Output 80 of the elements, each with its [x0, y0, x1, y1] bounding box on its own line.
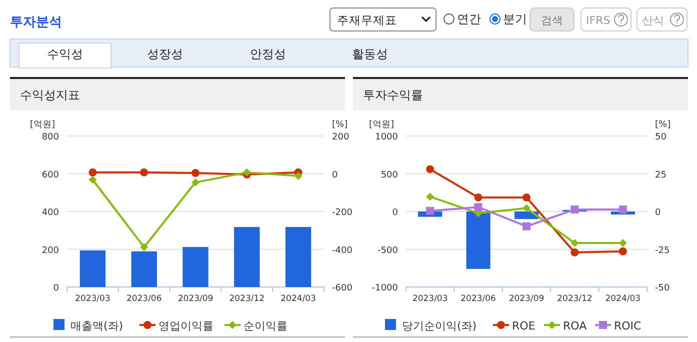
- x-tick-label: 2023/12: [229, 294, 265, 304]
- y-tick-label: 800: [42, 132, 60, 142]
- y2-tick-label: 200: [332, 132, 350, 142]
- text: 안정성: [250, 47, 286, 61]
- point: [426, 192, 434, 201]
- legend-label: 순이익률: [244, 320, 288, 332]
- point: [570, 248, 579, 256]
- y2-tick-label: -25: [655, 246, 670, 256]
- text: 연간: [457, 12, 481, 26]
- point: [88, 168, 97, 176]
- bar: [182, 246, 208, 287]
- y-tick-label: 400: [42, 208, 60, 218]
- y-axis-title: [억원]: [30, 120, 56, 130]
- x-tick-label: 2023/09: [178, 294, 214, 304]
- text: IFRS: [586, 14, 610, 27]
- point: [618, 206, 627, 214]
- legend-label: 매출액(좌): [70, 320, 124, 332]
- bar: [131, 251, 157, 287]
- text: 투자분석: [10, 15, 62, 30]
- legend-label: ROA: [563, 320, 588, 332]
- y-tick-label: -500: [378, 246, 398, 256]
- chart-title: 투자수익률: [363, 88, 423, 102]
- x-tick-label: 2023/03: [75, 294, 110, 304]
- y2-tick-label: 0: [332, 170, 338, 180]
- text: 산식: [642, 14, 664, 27]
- chart-title: 수익성지표: [20, 88, 80, 102]
- point: [618, 247, 627, 256]
- point: [192, 178, 200, 186]
- x-tick-label: 2023/12: [557, 294, 592, 304]
- point: [140, 243, 148, 252]
- y2-tick-label: 50: [655, 132, 667, 142]
- bar: [285, 226, 312, 287]
- x-tick-label: 2024/03: [605, 294, 641, 304]
- point: [242, 168, 251, 176]
- y-tick-label: 500: [380, 170, 398, 180]
- legend-label: ROE: [512, 320, 536, 332]
- point: [474, 203, 482, 212]
- point: [140, 168, 148, 176]
- point: [570, 239, 579, 248]
- point: [522, 193, 530, 202]
- point: [88, 176, 97, 184]
- point: [522, 204, 530, 212]
- point: [294, 172, 302, 180]
- text: 활동성: [352, 47, 388, 61]
- point: [426, 165, 434, 174]
- point: [426, 206, 434, 215]
- y2-tick-label: 0: [655, 208, 661, 218]
- y2-axis-title: [%]: [655, 120, 671, 130]
- bar: [234, 226, 260, 287]
- point: [522, 222, 530, 230]
- text: 성장성: [147, 47, 183, 61]
- y2-axis-title: [%]: [332, 120, 348, 130]
- legend-label: 영업이익률: [158, 320, 214, 332]
- text: 주재무제표: [337, 13, 397, 27]
- y-axis-title: [억원]: [369, 120, 394, 130]
- text: 분기: [503, 12, 527, 26]
- y-tick-label: 1000: [375, 132, 398, 142]
- text: 검색: [541, 14, 563, 27]
- point: [474, 193, 482, 202]
- y-tick-label: 200: [42, 246, 60, 256]
- x-tick-label: 2023/03: [412, 294, 448, 304]
- y-tick-label: 600: [42, 170, 60, 180]
- y2-tick-label: -200: [332, 208, 353, 218]
- x-tick-label: 2024/03: [280, 294, 316, 304]
- y-tick-label: 0: [53, 284, 60, 294]
- y2-tick-label: 25: [655, 170, 666, 180]
- x-tick-label: 2023/06: [460, 294, 496, 304]
- legend-label: 당기순이익(좌): [402, 320, 477, 332]
- legend-label: ROIC: [614, 320, 642, 332]
- point: [570, 206, 579, 214]
- x-tick-label: 2023/06: [126, 294, 162, 304]
- point: [192, 168, 200, 177]
- y2-tick-label: -50: [655, 284, 670, 294]
- y2-tick-label: -600: [332, 284, 353, 294]
- y-tick-label: -1000: [372, 284, 398, 294]
- x-tick-label: 2023/09: [508, 294, 544, 304]
- y2-tick-label: -400: [332, 246, 353, 256]
- y-tick-label: 0: [392, 208, 398, 218]
- bar: [80, 250, 106, 287]
- text: 수익성: [47, 47, 83, 61]
